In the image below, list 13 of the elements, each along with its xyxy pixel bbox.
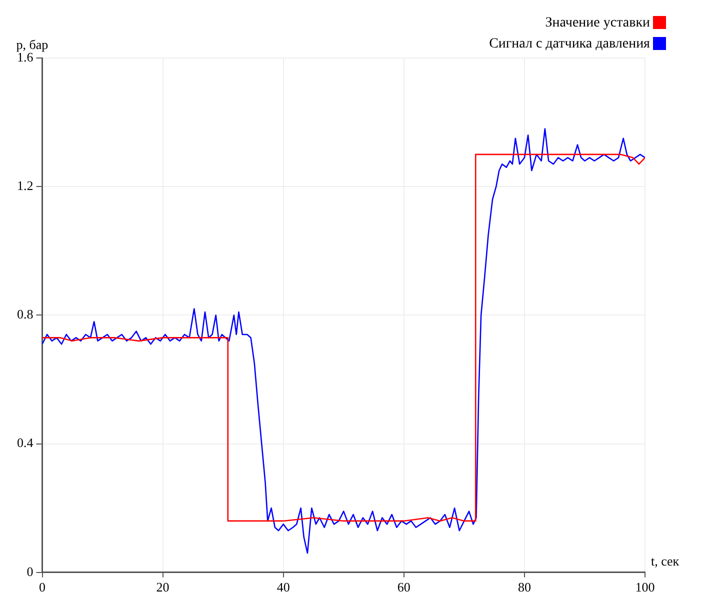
- x-tick-label: 100: [635, 580, 655, 595]
- x-tick-label: 40: [276, 580, 290, 595]
- x-tick-label: 80: [518, 580, 531, 595]
- x-tick-label: 0: [39, 580, 46, 595]
- x-tick-label: 20: [156, 580, 170, 595]
- y-tick-label: 0.4: [17, 435, 34, 450]
- y-tick-label: 0: [26, 564, 34, 579]
- legend-label: Значение уставки: [545, 16, 651, 31]
- y-tick-label: 1.2: [17, 178, 34, 194]
- y-tick-label: 0.8: [17, 306, 34, 322]
- legend-label: Сигнал с датчика давления: [489, 36, 651, 52]
- x-tick-label: 60: [397, 580, 410, 595]
- x-axis-title: t, сек: [651, 553, 680, 568]
